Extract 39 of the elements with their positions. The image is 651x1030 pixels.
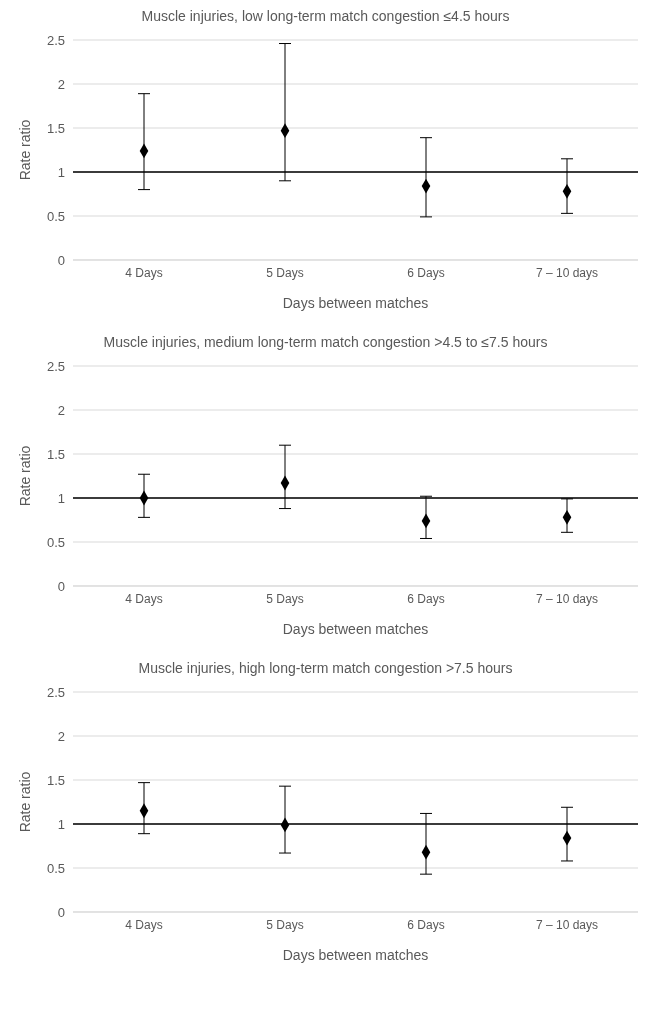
x-tick-label: 6 Days (407, 917, 445, 932)
y-tick-label: 1.5 (46, 446, 65, 462)
x-axis-title: Days between matches (282, 295, 429, 311)
y-tick-label: 1 (57, 490, 65, 506)
y-tick-label: 2.5 (46, 684, 65, 700)
y-tick-label: 2.5 (46, 358, 65, 374)
chart-title: Muscle injuries, low long-term match congestion ≤4.5 hours (140, 8, 511, 26)
x-tick-label: 7 – 10 days (535, 591, 599, 606)
y-tick-label: 1 (57, 816, 65, 832)
y-axis-title: Rate ratio (16, 119, 33, 181)
y-tick-label: 2.5 (46, 32, 65, 48)
x-tick-label: 4 Days (125, 265, 163, 280)
x-tick-label: 7 – 10 days (535, 265, 599, 280)
y-tick-label: 0.5 (46, 534, 65, 550)
y-tick-label: 1.5 (46, 120, 65, 136)
chart-title: Muscle injuries, medium long-term match congestion >4.5 to ≤7.5 hours (102, 334, 549, 352)
y-tick-label: 0 (57, 578, 65, 594)
y-tick-label: 0 (57, 252, 65, 268)
x-tick-label: 6 Days (407, 591, 445, 606)
y-tick-label: 0 (57, 904, 65, 920)
x-tick-label: 7 – 10 days (535, 917, 599, 932)
y-tick-label: 1 (57, 164, 65, 180)
y-axis-title: Rate ratio (16, 445, 33, 507)
y-axis-title: Rate ratio (16, 771, 33, 833)
x-tick-label: 4 Days (125, 917, 163, 932)
y-tick-label: 2 (57, 402, 65, 418)
y-tick-label: 0.5 (46, 860, 65, 876)
x-tick-label: 5 Days (266, 917, 304, 932)
x-tick-label: 6 Days (407, 265, 445, 280)
y-tick-label: 1.5 (46, 772, 65, 788)
x-axis-title: Days between matches (282, 947, 429, 963)
y-tick-label: 2 (57, 76, 65, 92)
x-tick-label: 5 Days (266, 265, 304, 280)
x-axis-title: Days between matches (282, 621, 429, 637)
chart-title: Muscle injuries, high long-term match congestion >7.5 hours (137, 660, 514, 678)
x-tick-label: 4 Days (125, 591, 163, 606)
y-tick-label: 2 (57, 728, 65, 744)
y-tick-label: 0.5 (46, 208, 65, 224)
x-tick-label: 5 Days (266, 591, 304, 606)
